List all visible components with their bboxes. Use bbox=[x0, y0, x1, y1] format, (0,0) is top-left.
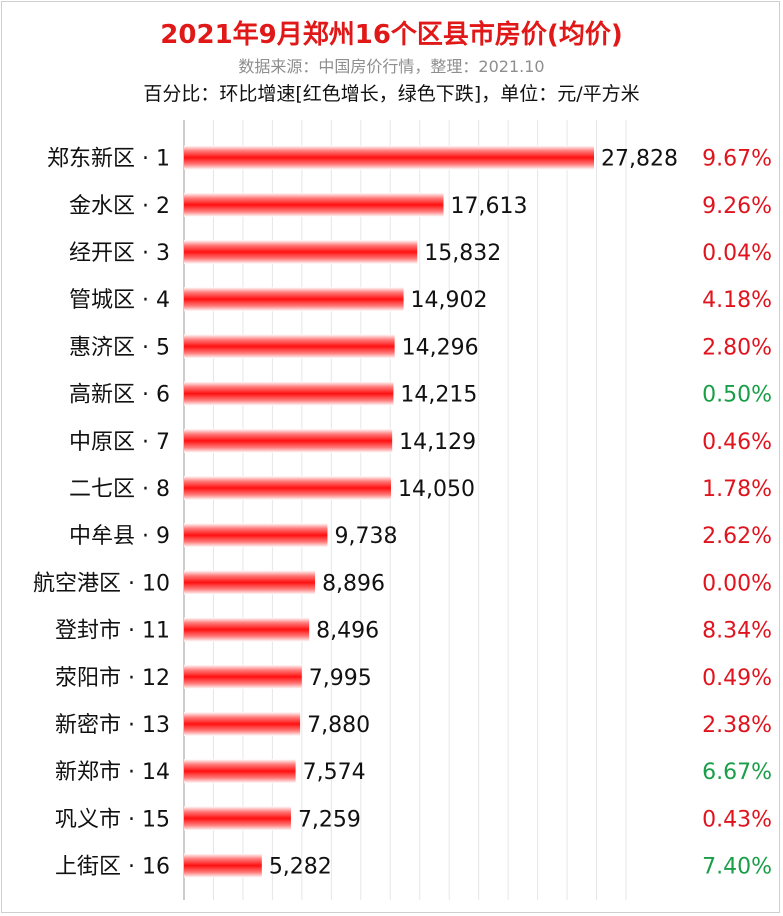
category-label: 荥阳市 · 12 bbox=[55, 666, 170, 691]
mom-change-label: 0.50% bbox=[702, 383, 772, 408]
value-label: 14,050 bbox=[398, 477, 475, 502]
value-label: 7,995 bbox=[309, 666, 372, 691]
category-label: 惠济区 · 5 bbox=[69, 335, 170, 360]
category-label: 中牟县 · 9 bbox=[69, 524, 170, 549]
mom-change-label: 2.80% bbox=[702, 335, 772, 360]
bar bbox=[184, 853, 262, 878]
mom-change-label: 4.18% bbox=[702, 288, 772, 313]
bar bbox=[184, 428, 393, 453]
bar bbox=[184, 192, 444, 217]
mom-change-label: 6.67% bbox=[702, 760, 772, 785]
category-label: 中原区 · 7 bbox=[69, 430, 170, 455]
mom-change-label: 7.40% bbox=[702, 855, 772, 880]
bar bbox=[184, 759, 296, 784]
category-label: 郑东新区 · 1 bbox=[47, 147, 170, 172]
category-label: 高新区 · 6 bbox=[69, 383, 170, 408]
mom-change-label: 2.38% bbox=[702, 713, 772, 738]
bar bbox=[184, 240, 418, 264]
mom-change-label: 0.49% bbox=[702, 666, 772, 691]
category-label: 航空港区 · 10 bbox=[33, 571, 170, 596]
value-label: 7,259 bbox=[298, 807, 361, 832]
value-label: 9,738 bbox=[334, 524, 397, 549]
bar bbox=[184, 145, 594, 170]
category-label: 新密市 · 13 bbox=[55, 713, 170, 738]
mom-change-label: 2.62% bbox=[702, 524, 772, 549]
bar bbox=[184, 476, 392, 500]
data-source: 数据来源：中国房价行情，整理：2021.10 bbox=[238, 57, 545, 76]
bar bbox=[184, 806, 291, 831]
bar bbox=[184, 712, 301, 736]
bar bbox=[184, 617, 310, 642]
chart-title: 2021年9月郑州16个区县市房价(均价) bbox=[160, 20, 623, 50]
value-label: 15,832 bbox=[424, 241, 501, 266]
mom-change-label: 0.04% bbox=[702, 241, 772, 266]
value-label: 27,828 bbox=[601, 147, 678, 172]
mom-change-label: 0.00% bbox=[702, 571, 772, 596]
legend-note: 百分比：环比增速[红色增长，绿色下跌]，单位：元/平方米 bbox=[143, 83, 640, 105]
category-label: 登封市 · 11 bbox=[55, 619, 170, 644]
category-label: 上街区 · 16 bbox=[55, 855, 170, 880]
value-label: 7,574 bbox=[303, 760, 366, 785]
mom-change-label: 0.43% bbox=[702, 807, 772, 832]
category-label: 管城区 · 4 bbox=[69, 288, 170, 313]
value-label: 7,880 bbox=[307, 713, 370, 738]
value-label: 8,496 bbox=[316, 619, 379, 644]
value-label: 14,129 bbox=[399, 430, 476, 455]
value-label: 14,296 bbox=[402, 335, 479, 360]
category-label: 新郑市 · 14 bbox=[55, 760, 170, 785]
bar bbox=[184, 523, 328, 548]
bar bbox=[184, 381, 394, 406]
bar bbox=[184, 664, 302, 689]
mom-change-label: 1.78% bbox=[702, 477, 772, 502]
bar bbox=[184, 570, 316, 595]
value-label: 14,215 bbox=[400, 383, 477, 408]
bar bbox=[184, 334, 395, 359]
mom-change-label: 9.67% bbox=[702, 147, 772, 172]
value-label: 8,896 bbox=[322, 571, 385, 596]
category-label: 金水区 · 2 bbox=[69, 194, 170, 219]
category-label: 巩义市 · 15 bbox=[55, 807, 170, 832]
mom-change-label: 9.26% bbox=[702, 194, 772, 219]
value-label: 14,902 bbox=[411, 288, 488, 313]
bar bbox=[184, 287, 404, 312]
value-label: 5,282 bbox=[269, 855, 332, 880]
mom-change-label: 8.34% bbox=[702, 619, 772, 644]
value-label: 17,613 bbox=[450, 194, 527, 219]
category-label: 二七区 · 8 bbox=[69, 477, 170, 502]
category-label: 经开区 · 3 bbox=[69, 241, 170, 266]
mom-change-label: 0.46% bbox=[702, 430, 772, 455]
